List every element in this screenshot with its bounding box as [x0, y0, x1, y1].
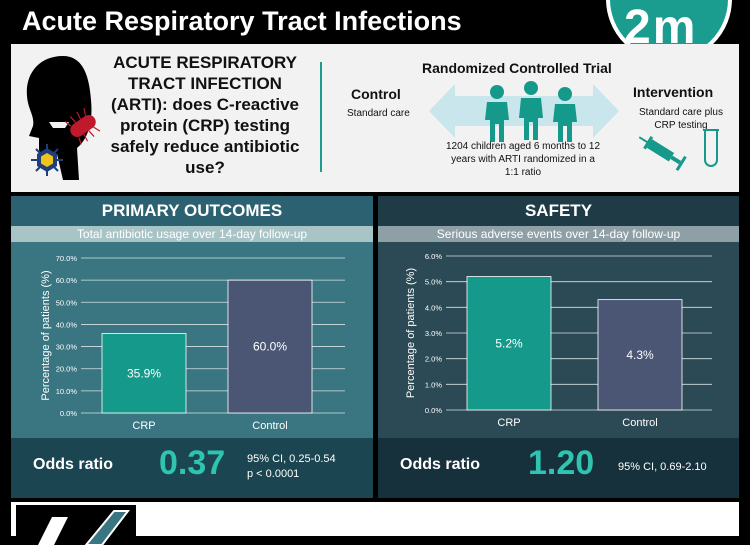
y-tick-label: 5.0%	[425, 278, 442, 287]
primary-subheading: Total antibiotic usage over 14-day follo…	[11, 226, 373, 242]
primary-p-value: p < 0.0001	[247, 468, 300, 480]
safety-panel: SAFETY Serious adverse events over 14-da…	[378, 196, 739, 498]
y-tick-label: 4.0%	[425, 303, 442, 312]
y-tick-label: 3.0%	[425, 329, 442, 338]
primary-chart-area: 0.0% 10.0% 20.0% 30.0% 40.0% 50.0% 60.0% 70.0% P…	[11, 242, 373, 438]
page-title: Acute Respiratory Tract Infections	[22, 6, 462, 36]
primary-heading: PRIMARY OUTCOMES	[101, 201, 283, 220]
safety-bar-chart: 0.0% 1.0% 2.0% 3.0% 4.0% 5.0% 6.0% Percentage o…	[405, 252, 712, 429]
safety-ci: 95% CI, 0.69-2.10	[618, 461, 707, 473]
safety-subheading: Serious adverse events over 14-day follo…	[378, 226, 739, 242]
y-tick-label: 6.0%	[425, 252, 442, 261]
intro-panel: ACUTE RESPIRATORY TRACT INFECTION (ARTI)…	[11, 44, 739, 192]
safety-odds-label: Odds ratio	[400, 456, 481, 473]
bacteria-icon	[64, 108, 101, 145]
syringe-icon	[638, 135, 687, 171]
y-tick-label: 1.0%	[425, 380, 442, 389]
patient-head-icon	[26, 56, 92, 180]
safety-chart-area: 0.0% 1.0% 2.0% 3.0% 4.0% 5.0% 6.0% Percentage o…	[378, 242, 739, 438]
intervention-description: Standard care plus CRP testing	[639, 107, 723, 131]
bar-crp	[101, 333, 187, 414]
control-title: Control	[351, 86, 401, 102]
virus-icon	[31, 144, 63, 176]
bar-control	[227, 279, 313, 414]
rct-description: 1204 children aged 6 months to 12 years …	[446, 141, 600, 178]
data-label: 4.3%	[626, 348, 654, 362]
y-tick-label: 40.0%	[56, 320, 78, 329]
primary-odds-row: Odds ratio 0.37 95% CI, 0.25-0.54 p < 0.…	[11, 438, 373, 498]
y-tick-label: 70.0%	[56, 254, 78, 263]
x-tick-label: Control	[622, 417, 657, 429]
primary-ci-line: 95% CI, 0.25-0.54	[247, 453, 336, 465]
primary-odds-value: 0.37	[159, 444, 226, 482]
footer-text: In this randomized controlled trial, CRP…	[140, 515, 641, 534]
rct-title: Randomized Controlled Trial	[422, 60, 612, 76]
safety-odds-row: Odds ratio 1.20 95% CI, 0.69-2.10	[378, 438, 739, 498]
y-tick-label: 60.0%	[56, 276, 78, 285]
y-tick-label: 2.0%	[425, 355, 442, 364]
study-question: ACUTE RESPIRATORY TRACT INFECTION (ARTI)…	[110, 53, 300, 177]
y-axis-label: Percentage of patients (%)	[405, 268, 417, 398]
y-tick-label: 10.0%	[56, 387, 78, 396]
bar-control	[597, 299, 683, 411]
primary-odds-label: Odds ratio	[33, 456, 114, 473]
y-tick-label: 50.0%	[56, 298, 78, 307]
data-label: 5.2%	[495, 336, 523, 350]
children-group-icon	[485, 81, 577, 142]
data-label: 60.0%	[253, 340, 287, 354]
y-tick-label: 0.0%	[425, 406, 442, 415]
intro-divider	[320, 62, 322, 172]
x-tick-label: Control	[252, 420, 287, 432]
data-label: 35.9%	[127, 366, 161, 380]
x-tick-label: CRP	[497, 417, 520, 429]
primary-ci: 95% CI, 0.25-0.54 p < 0.0001	[247, 452, 336, 482]
test-tube-icon	[703, 129, 719, 167]
safety-odds-value: 1.20	[528, 444, 595, 482]
y-tick-label: 20.0%	[56, 365, 78, 374]
x-tick-label: CRP	[132, 420, 155, 432]
y-tick-label: 30.0%	[56, 343, 78, 352]
safety-heading: SAFETY	[524, 201, 593, 220]
intervention-title: Intervention	[633, 84, 714, 100]
primary-outcomes-panel: PRIMARY OUTCOMES Total antibiotic usage …	[11, 196, 373, 498]
y-tick-label: 0.0%	[60, 409, 77, 418]
bar-crp	[466, 276, 552, 411]
control-description: Standard care	[347, 108, 410, 119]
y-axis-label: Percentage of patients (%)	[40, 270, 52, 400]
test-strip-icon	[16, 505, 136, 545]
primary-bar-chart: 0.0% 10.0% 20.0% 30.0% 40.0% 50.0% 60.0% 70.0% P…	[40, 254, 345, 432]
